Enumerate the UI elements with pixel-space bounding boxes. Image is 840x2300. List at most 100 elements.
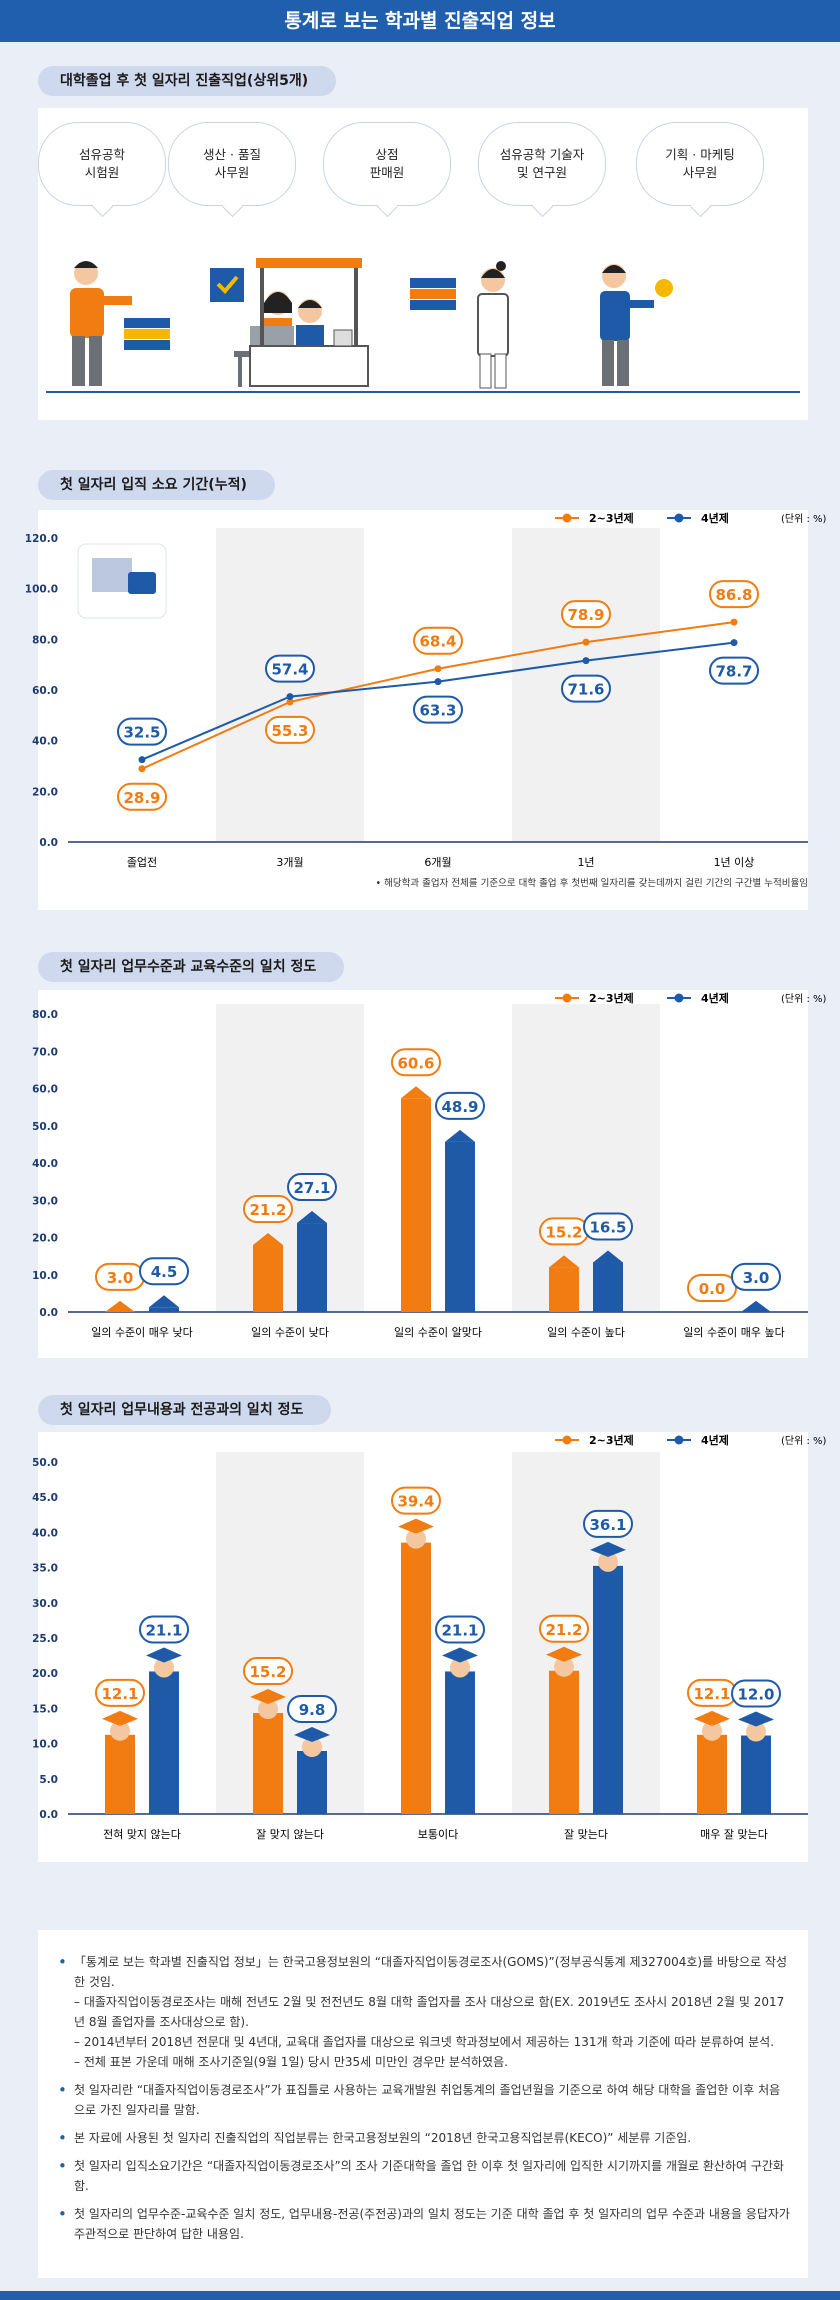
graduate-cap: [442, 1647, 478, 1663]
data-label-box: [117, 782, 167, 811]
data-label: 63.3: [419, 702, 456, 720]
data-label: 55.3: [271, 722, 308, 740]
data-point: [138, 756, 146, 764]
job-bubble-3: 상점 판매원: [323, 122, 451, 206]
graduate-cap: [102, 1710, 138, 1726]
x-tick-label: 1년 이상: [714, 856, 755, 869]
legend-marker-4: [674, 513, 684, 523]
graduate-face: [450, 1657, 470, 1678]
person-icon-clerk: [249, 258, 369, 387]
note-item: 본 자료에 사용된 첫 일자리 진출직업의 직업분류는 한국고용정보원의 “20…: [56, 2128, 790, 2148]
bar: [149, 1307, 179, 1312]
bar: [593, 1262, 623, 1312]
data-point: [434, 665, 442, 673]
legend-label-23: 2~3년제: [589, 991, 634, 1005]
band-bg: [216, 1004, 364, 1312]
y-tick-label: 70.0: [32, 1046, 58, 1058]
bar-tip: [741, 1300, 771, 1312]
data-point: [286, 698, 294, 706]
note-text: 첫 일자리란 “대졸자직업이동경로조사”가 표집틀로 사용하는 교육개발원 취업…: [74, 2083, 781, 2117]
y-tick-label: 100.0: [25, 584, 58, 596]
unit-label: (단위 : %): [781, 1434, 827, 1447]
data-label: 15.2: [249, 1663, 286, 1681]
graduate-face: [746, 1721, 766, 1742]
x-tick-label: 잘 맞는다: [564, 1828, 608, 1841]
data-point: [434, 678, 442, 686]
graduate-face: [154, 1657, 174, 1678]
graduate-cap: [694, 1710, 730, 1726]
note-subitem: – 전체 표본 가운데 매해 조사기준일(9월 1일) 당시 만35세 미만인 …: [74, 2055, 508, 2069]
y-tick-label: 80.0: [32, 634, 58, 646]
data-label-box: [731, 1262, 781, 1291]
data-label: 15.2: [545, 1223, 582, 1241]
footer-bar: [0, 2291, 840, 2300]
x-tick-label: 일의 수준이 높다: [547, 1325, 625, 1339]
bar-tip: [253, 1233, 283, 1246]
graduate-face: [702, 1720, 722, 1741]
job-bubble-2: 생산 · 품질 사무원: [168, 122, 296, 206]
data-label-box: [583, 1509, 633, 1538]
data-label: 21.2: [545, 1621, 582, 1639]
person-icon-researcher: [410, 261, 509, 389]
data-label-box: [243, 1656, 293, 1685]
bar: [401, 1098, 431, 1312]
bar: [549, 1670, 579, 1814]
bar: [297, 1751, 327, 1814]
y-tick-label: 60.0: [32, 1084, 58, 1096]
data-point: [138, 765, 146, 773]
data-label-box: [709, 580, 759, 609]
graduate-cap: [146, 1647, 182, 1663]
data-label-box: [561, 600, 611, 629]
unit-label: (단위 : %): [781, 512, 827, 525]
data-point: [286, 693, 294, 701]
note-item: 「통계로 보는 학과별 진출직업 정보」는 한국고용정보원의 “대졸자직업이동경…: [56, 1952, 790, 2072]
section-title-level: 첫 일자리 업무수준과 교육수준의 일치 정도: [38, 952, 345, 982]
y-tick-label: 20.0: [32, 1668, 58, 1680]
data-label-box: [391, 1048, 441, 1077]
data-label: 28.9: [123, 789, 160, 807]
data-label-box: [139, 1257, 189, 1286]
data-label-box: [709, 656, 759, 685]
y-tick-label: 40.0: [32, 1527, 58, 1539]
data-label-box: [243, 1195, 293, 1224]
data-label: 21.1: [441, 1621, 478, 1639]
graduate-face: [598, 1551, 618, 1572]
data-label-box: [287, 1173, 337, 1202]
graduate-face: [554, 1656, 574, 1677]
data-label: 3.0: [107, 1269, 134, 1287]
note-text: 「통계로 보는 학과별 진출직업 정보」는 한국고용정보원의 “대졸자직업이동경…: [74, 1955, 787, 1989]
data-label-box: [265, 654, 315, 683]
y-tick-label: 50.0: [32, 1457, 58, 1469]
section-title-duration: 첫 일자리 입직 소요 기간(누적): [38, 470, 275, 500]
graduate-face: [302, 1737, 322, 1758]
data-label-box: [95, 1678, 145, 1707]
calendar-icon-grid: [92, 558, 132, 592]
jobs-panel: 섬유공학 시험원 생산 · 품질 사무원 상점 판매원 섬유공학 기술자 및 연구원 기…: [38, 108, 808, 420]
y-tick-label: 0.0: [39, 1809, 58, 1821]
band-bg: [216, 1452, 364, 1814]
graduate-cap: [738, 1711, 774, 1727]
data-label: 78.7: [715, 663, 752, 681]
unit-label: (단위 : %): [781, 992, 827, 1005]
note-text: 첫 일자리의 업무수준-교육수준 일치 정도, 업무내용-전공(주전공)과의 일…: [74, 2207, 790, 2241]
data-label-box: [391, 1486, 441, 1515]
data-label-box: [139, 1615, 189, 1644]
x-tick-label: 졸업전: [127, 856, 157, 869]
x-tick-label: 6개월: [424, 856, 451, 869]
legend-label-23: 2~3년제: [589, 511, 634, 525]
note-item: 첫 일자리란 “대졸자직업이동경로조사”가 표집틀로 사용하는 교육개발원 취업…: [56, 2080, 790, 2120]
bar-tip: [105, 1300, 135, 1312]
data-label: 12.0: [737, 1686, 774, 1704]
data-point: [582, 657, 590, 665]
note-text: 본 자료에 사용된 첫 일자리 진출직업의 직업분류는 한국고용정보원의 “20…: [74, 2131, 692, 2145]
data-label: 21.2: [249, 1201, 286, 1219]
bar-tip: [593, 1250, 623, 1263]
data-label: 71.6: [567, 681, 604, 699]
data-label-box: [435, 1615, 485, 1644]
data-label-box: [561, 674, 611, 703]
x-tick-label: 보통이다: [418, 1828, 458, 1841]
graduate-face: [110, 1720, 130, 1741]
bar-tip: [401, 1086, 431, 1099]
data-point: [730, 639, 738, 647]
y-tick-label: 35.0: [32, 1563, 58, 1575]
